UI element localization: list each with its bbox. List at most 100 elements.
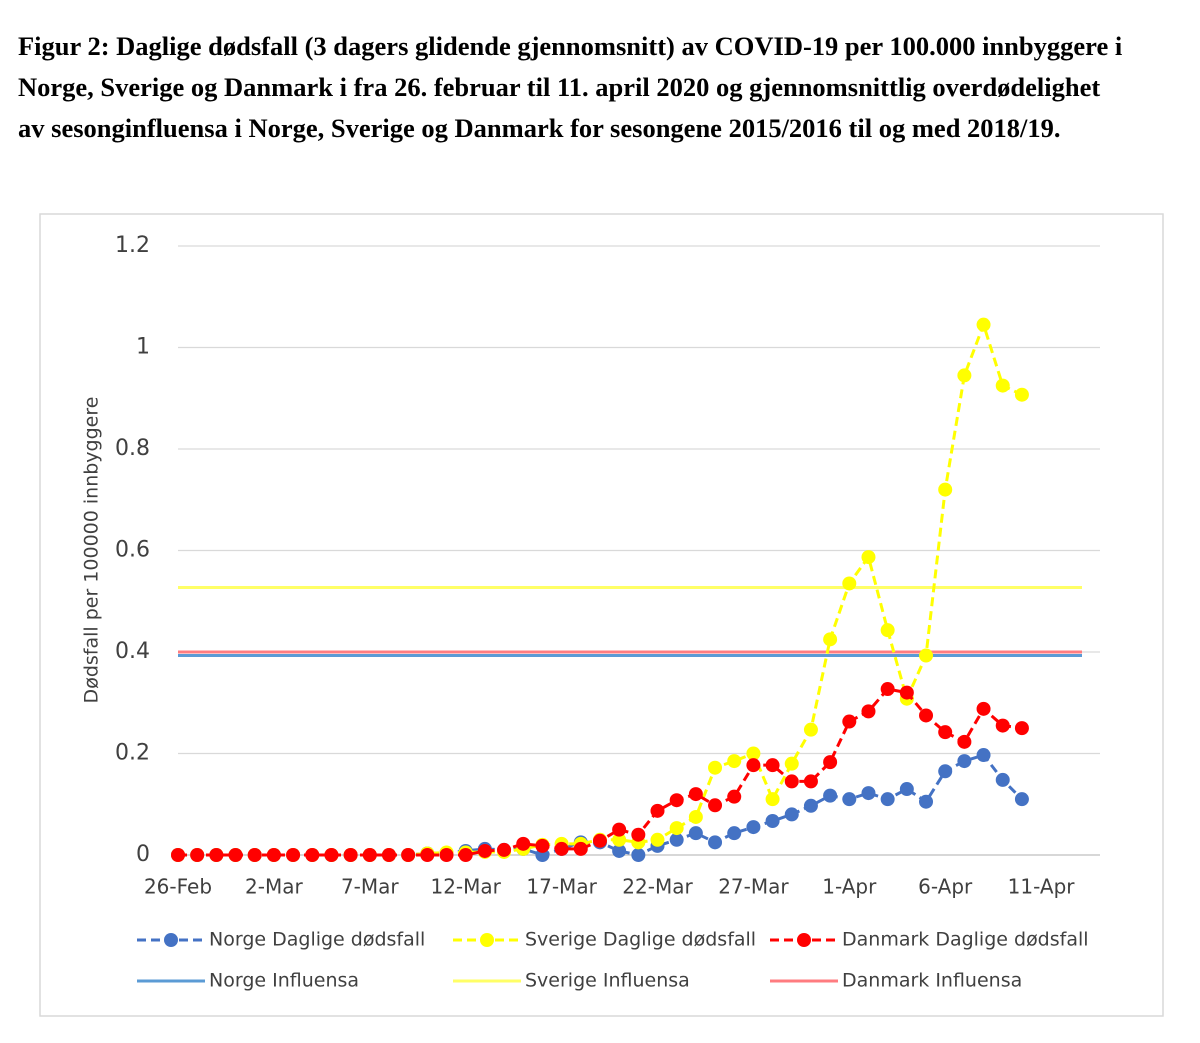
data-point: [612, 822, 627, 837]
legend-marker: [164, 933, 178, 947]
y-tick-label: 1.2: [115, 233, 150, 258]
legend-marker: [480, 933, 494, 947]
data-point: [938, 482, 953, 497]
data-point: [247, 848, 262, 862]
data-point: [401, 848, 416, 862]
data-point: [669, 832, 684, 847]
data-point: [324, 848, 339, 862]
data-point: [976, 748, 991, 763]
data-point: [669, 821, 684, 836]
data-point: [880, 623, 895, 638]
data-point: [631, 848, 646, 862]
data-point: [784, 774, 799, 789]
data-point: [765, 758, 780, 773]
x-tick-label: 22-Mar: [622, 875, 693, 899]
data-point: [842, 714, 857, 729]
data-point: [1014, 792, 1029, 807]
data-point: [171, 848, 185, 862]
data-point: [995, 718, 1010, 733]
data-point: [784, 807, 799, 822]
data-point: [880, 682, 895, 697]
data-point: [880, 792, 895, 807]
x-tick-label: 12-Mar: [430, 875, 501, 899]
data-point: [669, 793, 684, 808]
data-point: [861, 704, 876, 719]
data-point: [688, 826, 703, 841]
data-point: [612, 843, 627, 858]
data-point: [420, 848, 435, 862]
data-point: [516, 836, 531, 851]
data-point: [727, 754, 742, 769]
y-tick-label: 1: [136, 335, 150, 360]
data-point: [919, 648, 934, 663]
data-point: [746, 758, 761, 773]
data-point: [362, 848, 377, 862]
data-point: [650, 832, 665, 847]
data-point: [746, 746, 761, 761]
data-point: [803, 722, 818, 737]
data-point: [727, 789, 742, 804]
data-point: [957, 734, 972, 749]
data-point: [305, 848, 320, 862]
y-axis-label: Dødsfall per 100000 innbyggere: [81, 397, 103, 704]
data-point: [727, 826, 742, 841]
data-point: [228, 848, 243, 862]
legend-label: Danmark Influensa: [842, 970, 1022, 992]
y-tick-label: 0.6: [115, 538, 150, 563]
x-tick-label: 27-Mar: [718, 875, 789, 899]
data-point: [861, 550, 876, 565]
data-point: [592, 833, 607, 848]
legend-label: Sverige Daglige dødsfall: [525, 929, 756, 951]
legend-marker: [797, 933, 811, 947]
chart-title: Figur 2: Daglige dødsfall (3 dagers glid…: [18, 31, 1123, 143]
data-point: [535, 838, 550, 853]
data-point: [803, 774, 818, 789]
series-line: [178, 320, 1023, 857]
data-point: [765, 813, 780, 828]
x-tick-label: 2-Mar: [245, 875, 303, 899]
data-point: [631, 827, 646, 842]
y-tick-label: 0.4: [115, 639, 150, 664]
legend-label: Danmark Daglige dødsfall: [842, 929, 1089, 951]
x-tick-label: 17-Mar: [526, 875, 597, 899]
data-point: [803, 798, 818, 813]
data-point: [899, 782, 914, 797]
data-point: [919, 794, 934, 809]
data-point: [209, 848, 224, 862]
data-point: [1014, 387, 1029, 402]
data-point: [899, 685, 914, 700]
data-point: [439, 848, 454, 862]
y-tick-label: 0.2: [115, 741, 150, 766]
y-tick-label: 0.8: [115, 436, 150, 461]
data-point: [976, 701, 991, 716]
data-point: [842, 792, 857, 807]
data-point: [190, 848, 205, 862]
data-point: [823, 788, 838, 803]
data-point: [688, 809, 703, 824]
data-point: [1014, 721, 1029, 736]
data-point: [612, 832, 627, 847]
data-point: [995, 772, 1010, 787]
data-point: [861, 786, 876, 801]
data-point: [938, 725, 953, 740]
legend-label: Norge Daglige dødsfall: [209, 929, 425, 951]
data-point: [343, 848, 358, 862]
data-point: [957, 368, 972, 383]
data-point: [842, 576, 857, 591]
legend-label: Sverige Influensa: [525, 970, 690, 992]
x-tick-label: 7-Mar: [341, 875, 399, 899]
x-tick-label: 6-Apr: [918, 875, 973, 899]
data-point: [266, 848, 281, 862]
data-point: [995, 378, 1010, 393]
data-point: [919, 708, 934, 723]
data-point: [765, 792, 780, 807]
data-point: [381, 848, 396, 862]
y-tick-label: 0: [136, 842, 150, 867]
data-point: [784, 756, 799, 771]
data-point: [823, 632, 838, 647]
data-point: [477, 843, 492, 858]
legend-label: Norge Influensa: [209, 970, 359, 992]
series-line: [178, 687, 1023, 857]
